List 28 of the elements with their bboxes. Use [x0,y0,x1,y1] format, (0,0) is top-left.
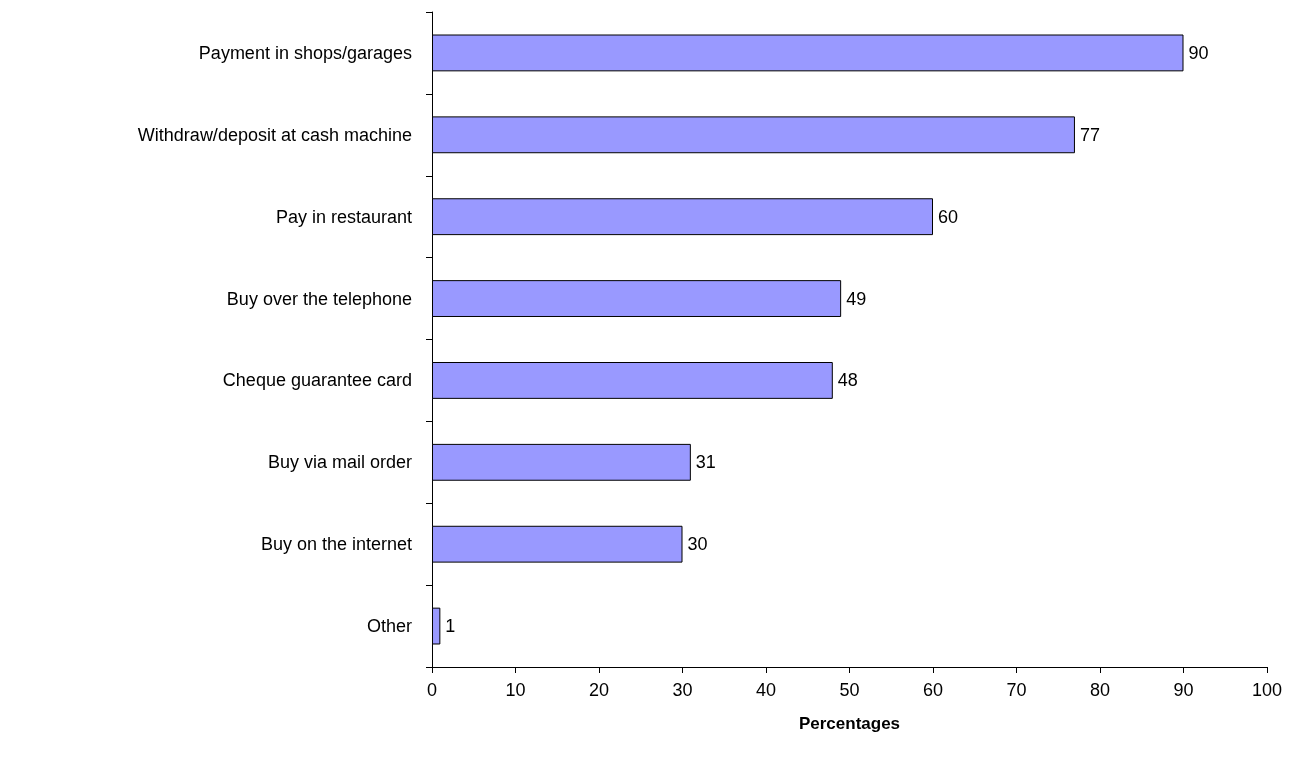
x-tick-label: 70 [1006,680,1027,700]
x-tick-label: 30 [672,680,693,700]
data-label: 90 [1188,42,1209,63]
x-tick-label: 0 [426,680,438,700]
data-label: 1 [445,616,456,637]
x-tick-label: 20 [588,680,610,700]
y-tick-label: Cheque guarantee card [222,370,412,391]
x-tick-label: 60 [922,680,944,700]
data-label: 77 [1079,124,1100,145]
y-tick-label: Payment in shops/garages [198,42,412,63]
data-label: 30 [687,534,708,555]
data-label: 31 [695,452,716,473]
x-tick-label: 80 [1089,680,1111,700]
y-tick-label: Withdraw/deposit at cash machine [137,124,412,145]
x-tick-label: 100 [1251,680,1283,700]
y-tick-label: Pay in restaurant [275,206,412,227]
data-label: 48 [837,370,858,391]
data-label: 60 [938,206,959,227]
x-tick-label: 50 [839,680,860,700]
y-tick-label: Buy on the internet [260,534,412,555]
x-tick-label: 10 [505,680,526,700]
x-tick-label: 40 [755,680,777,700]
x-axis-title: Percentages [798,714,901,733]
y-tick-label: Other [366,616,412,637]
data-label: 49 [846,288,867,309]
y-tick-label: Buy via mail order [267,452,412,473]
x-tick-label: 90 [1173,680,1194,700]
y-tick-label: Buy over the telephone [226,288,412,309]
